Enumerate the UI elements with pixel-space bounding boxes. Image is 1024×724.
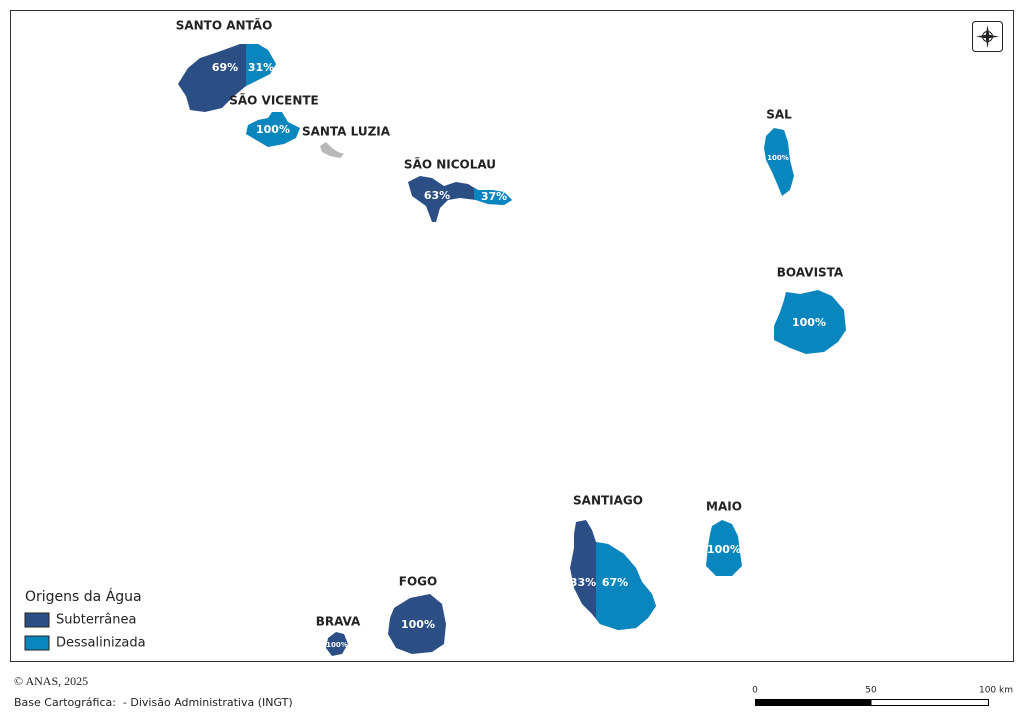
island-name: SANTIAGO: [573, 494, 643, 508]
source: Base Cartográfica: - Divisão Administrat…: [14, 696, 293, 709]
legend: Origens da Água Subterrânea Dessalinizad…: [24, 588, 146, 651]
island-brava: [326, 632, 348, 656]
island-sao-nicolau: [408, 176, 512, 222]
scale-label: 100 km: [979, 686, 1013, 696]
island-sal: [764, 128, 794, 196]
island-boavista: [774, 290, 846, 354]
share-label: 31%: [248, 61, 274, 74]
island-fogo: [388, 594, 446, 654]
share-label: 33%: [570, 576, 596, 589]
scale-label: 50: [865, 686, 877, 696]
island-name: SANTO ANTÃO: [176, 18, 273, 33]
island-name: SÃO VICENTE: [229, 93, 319, 108]
island-name: SANTA LUZIA: [302, 125, 391, 139]
share-label: 69%: [212, 61, 238, 74]
legend-label: Subterrânea: [56, 613, 136, 628]
island-santiago: [570, 520, 656, 630]
share-label: 100%: [326, 641, 348, 649]
legend-swatch: [24, 612, 50, 628]
island-name: FOGO: [399, 575, 437, 589]
share-label: 63%: [424, 189, 450, 202]
share-label: 100%: [792, 316, 826, 329]
copyright: © ANAS, 2025: [14, 674, 88, 688]
share-label: 100%: [401, 618, 435, 631]
island-santa-luzia: [320, 142, 344, 158]
island-maio: [706, 520, 742, 576]
island-name: BOAVISTA: [777, 266, 844, 280]
legend-label: Dessalinizada: [56, 636, 146, 651]
share-label: 100%: [767, 154, 789, 162]
legend-swatch: [24, 635, 50, 651]
share-label: 100%: [707, 543, 741, 556]
share-label: 37%: [481, 190, 507, 203]
map-frame: [10, 10, 1014, 662]
island-name: MAIO: [706, 500, 742, 514]
island-name: BRAVA: [316, 615, 361, 629]
island-name: SÃO NICOLAU: [404, 157, 496, 172]
scale-bar: 0 50 100 km: [752, 686, 1013, 706]
scale-label: 0: [752, 686, 758, 696]
share-label: 100%: [256, 123, 290, 136]
island-name: SAL: [766, 108, 792, 122]
share-label: 67%: [602, 576, 628, 589]
island-sao-vicente: [246, 112, 300, 147]
island-santo-antao: [178, 44, 276, 112]
compass: [972, 21, 1003, 52]
legend-title: Origens da Água: [25, 588, 142, 605]
